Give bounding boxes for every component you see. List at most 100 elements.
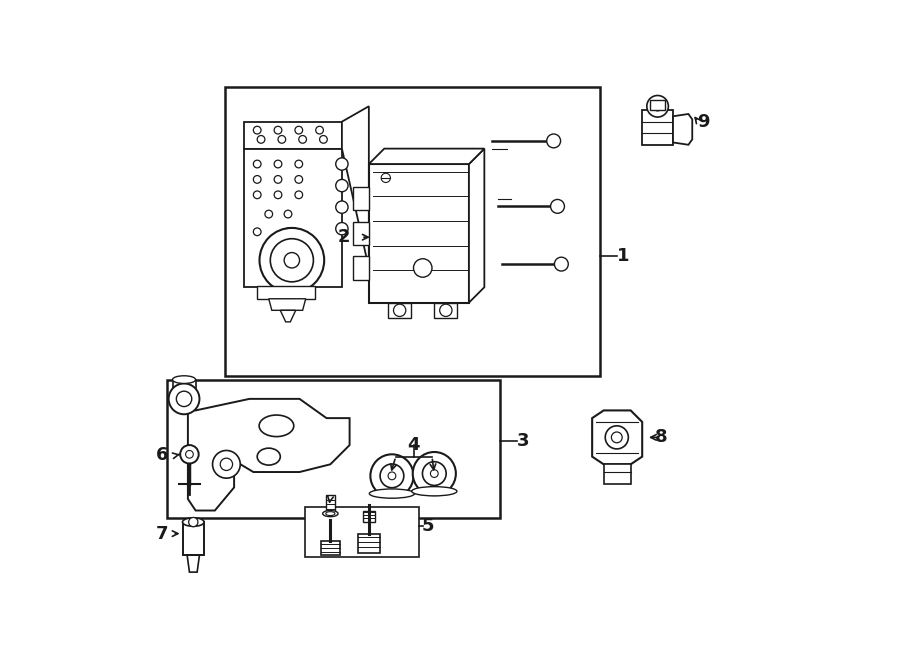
Circle shape [413,258,432,277]
Circle shape [220,458,232,471]
Circle shape [413,452,456,495]
Text: 3: 3 [517,432,529,450]
Circle shape [254,176,261,183]
Circle shape [284,210,292,218]
Circle shape [274,160,282,168]
Polygon shape [369,149,484,164]
Ellipse shape [369,489,415,498]
Polygon shape [592,410,643,464]
Circle shape [295,191,302,199]
Circle shape [265,210,273,218]
Bar [400,199,423,214]
Circle shape [257,136,265,143]
Ellipse shape [259,415,293,437]
Circle shape [254,228,261,235]
Circle shape [611,432,622,443]
Ellipse shape [183,518,204,526]
Polygon shape [354,187,369,210]
Circle shape [295,176,302,183]
Text: 4: 4 [408,436,419,454]
Circle shape [380,464,404,488]
Circle shape [185,450,193,458]
Polygon shape [244,149,342,288]
Polygon shape [354,256,369,280]
Bar [173,379,195,399]
Circle shape [274,191,282,199]
Text: 1: 1 [616,247,629,266]
Circle shape [284,253,300,268]
Polygon shape [187,555,200,572]
Circle shape [254,126,261,134]
Polygon shape [280,310,296,322]
Text: 9: 9 [698,112,710,131]
Bar [305,507,418,557]
Bar [183,522,204,555]
Bar [321,541,339,555]
Circle shape [299,136,307,143]
Circle shape [278,136,285,143]
Circle shape [388,472,396,480]
Circle shape [647,95,669,117]
Text: 2: 2 [338,228,350,246]
Polygon shape [244,122,342,149]
Polygon shape [354,222,369,245]
Polygon shape [257,286,315,299]
Polygon shape [342,106,369,268]
Bar [363,510,375,522]
Circle shape [274,126,282,134]
Text: 8: 8 [655,428,668,446]
Polygon shape [388,303,411,318]
Polygon shape [673,114,692,145]
Circle shape [284,228,292,235]
Circle shape [212,450,240,478]
Ellipse shape [257,448,280,465]
Bar [326,495,335,514]
Circle shape [393,304,406,317]
Polygon shape [650,100,665,110]
Bar [358,533,380,553]
Text: 6: 6 [157,446,168,464]
Text: 5: 5 [422,517,435,535]
Circle shape [551,200,564,214]
Circle shape [295,126,302,134]
Circle shape [180,445,199,463]
Circle shape [274,176,282,183]
Polygon shape [269,299,306,310]
Circle shape [653,102,662,111]
Bar [167,379,500,518]
Circle shape [295,160,302,168]
Circle shape [320,136,328,143]
Bar [225,87,599,375]
Circle shape [422,461,446,485]
Circle shape [440,304,452,317]
Circle shape [605,426,628,449]
Circle shape [168,383,200,414]
Circle shape [371,454,413,498]
Ellipse shape [411,486,457,496]
Circle shape [336,201,348,214]
Ellipse shape [323,510,338,517]
Circle shape [270,239,313,282]
Circle shape [254,160,261,168]
Ellipse shape [173,375,195,383]
Polygon shape [643,110,673,145]
Circle shape [336,179,348,192]
Circle shape [430,470,438,477]
Circle shape [189,518,198,527]
Polygon shape [369,164,469,303]
Circle shape [259,228,324,293]
Circle shape [336,223,348,235]
Circle shape [546,134,561,148]
Circle shape [554,257,568,271]
Circle shape [316,126,323,134]
Polygon shape [604,464,631,484]
Circle shape [336,158,348,170]
Circle shape [382,173,391,182]
Circle shape [176,391,192,407]
Polygon shape [469,149,484,303]
Text: 7: 7 [157,525,168,543]
Circle shape [254,191,261,199]
Ellipse shape [326,512,335,516]
Polygon shape [188,399,349,510]
Polygon shape [435,303,457,318]
